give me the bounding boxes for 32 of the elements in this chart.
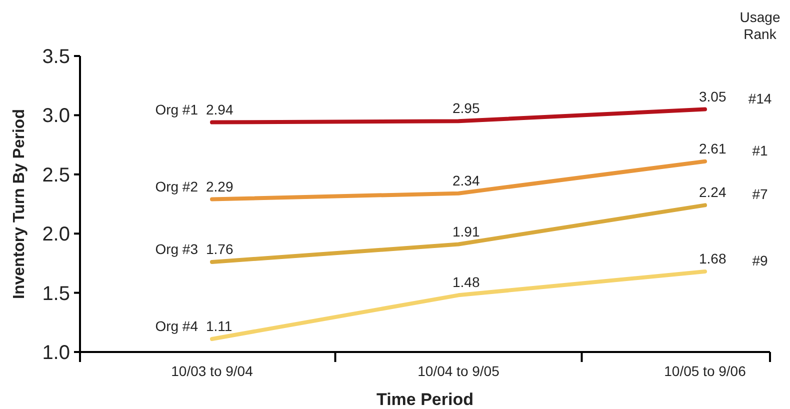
x-tick-label: 10/04 to 9/05 (418, 363, 500, 379)
series-label: Org #1 (155, 101, 198, 118)
y-tick-label: 1.0 (42, 342, 70, 364)
y-tick-label: 1.5 (42, 282, 70, 305)
data-label: 2.95 (452, 100, 480, 116)
annotation: #14 (748, 90, 772, 106)
y-tick-label: 2.5 (42, 164, 70, 186)
text: Usage Rank (740, 9, 780, 42)
data-label: 1.76 (206, 241, 234, 258)
annotation: #7 (752, 186, 768, 202)
annotation: #1 (752, 142, 768, 158)
data-label: 2.29 (206, 178, 234, 194)
x-axis-title: Time Period (376, 390, 474, 409)
data-label: 2.61 (699, 140, 726, 156)
y-tick-label: 3.0 (42, 105, 70, 128)
series-label: Org #3 (155, 241, 198, 258)
data-label: 1.91 (452, 223, 480, 240)
data-label: 2.94 (206, 101, 234, 118)
data-label: 1.48 (452, 274, 480, 290)
data-label: 1.11 (206, 318, 232, 334)
y-tick-label: 3.5 (42, 46, 70, 68)
data-label: 2.24 (699, 184, 726, 200)
x-tick-label: 10/03 to 9/04 (171, 363, 254, 379)
series-label: Org #4 (155, 318, 198, 334)
y-axis-title: Inventory Turn By Period (11, 109, 28, 299)
data-label: 2.34 (452, 172, 480, 188)
data-label: 1.68 (699, 250, 726, 266)
data-label: 3.05 (699, 88, 726, 104)
series-label: Org #2 (155, 178, 198, 194)
y-tick-label: 2.0 (42, 224, 70, 246)
x-tick-label: 10/05 to 9/06 (664, 363, 746, 379)
annotation: #9 (752, 252, 768, 268)
